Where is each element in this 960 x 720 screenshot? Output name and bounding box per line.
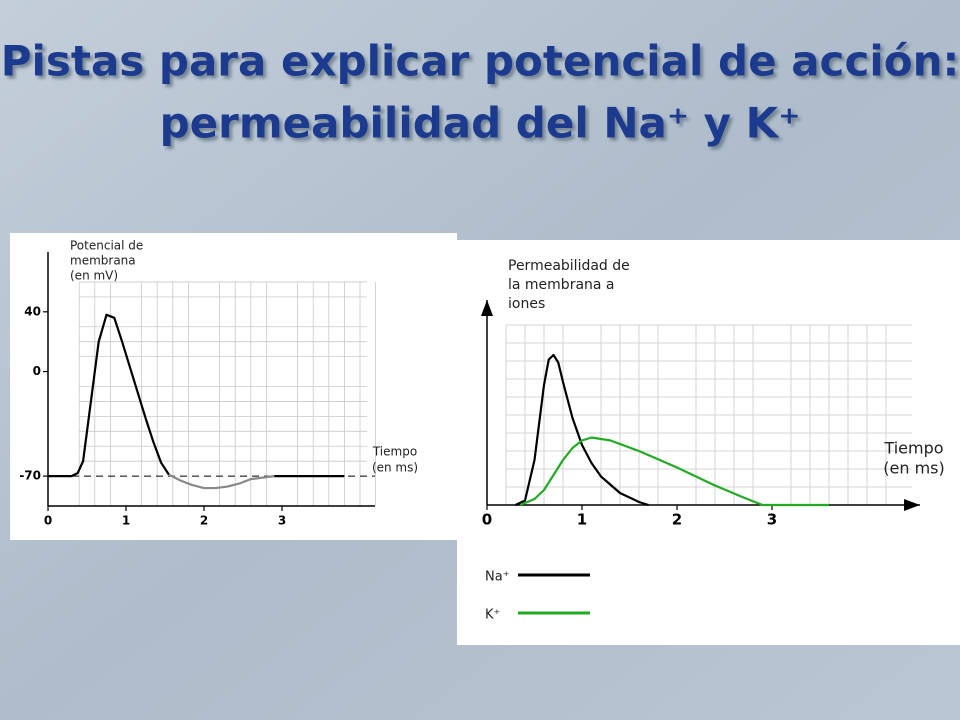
data-line <box>168 473 275 490</box>
data-line <box>519 436 829 507</box>
x-tick-label: 2 <box>200 514 208 528</box>
data-line <box>515 353 649 507</box>
axis-arrow <box>481 300 493 316</box>
x-tick-label: 3 <box>767 511 777 529</box>
y-axis-label: iones <box>508 296 545 312</box>
panel <box>457 240 960 645</box>
x-axis-label: (en ms) <box>372 461 418 475</box>
x-tick-label: 2 <box>672 511 682 529</box>
x-axis-label: Tiempo <box>883 439 943 458</box>
y-tick-label: 0 <box>33 364 41 378</box>
y-axis-label: (en mV) <box>70 269 118 283</box>
x-tick-label: 0 <box>44 514 52 528</box>
y-axis-label: Permeabilidad de <box>508 258 630 274</box>
y-tick-label: 40 <box>24 304 41 318</box>
x-axis-label: (en ms) <box>883 459 944 478</box>
x-axis-label: Tiempo <box>372 445 417 459</box>
x-tick-label: 0 <box>482 511 492 529</box>
axis-arrow <box>904 499 920 511</box>
y-axis-label: la membrana a <box>508 277 615 293</box>
x-tick-label: 1 <box>577 511 587 529</box>
x-tick-label: 3 <box>278 514 286 528</box>
y-tick-label: -70 <box>19 469 41 483</box>
x-tick-label: 1 <box>122 514 130 528</box>
legend-label: Na⁺ <box>485 570 510 585</box>
y-axis-label: Potencial de <box>70 239 143 253</box>
y-axis-label: membrana <box>70 254 136 268</box>
legend-label: K⁺ <box>485 608 500 623</box>
title-line: Pistas para explicar potencial de acción… <box>1 37 960 86</box>
data-line <box>48 313 345 478</box>
title-line: permeabilidad del Na⁺ y K⁺ <box>160 99 801 148</box>
